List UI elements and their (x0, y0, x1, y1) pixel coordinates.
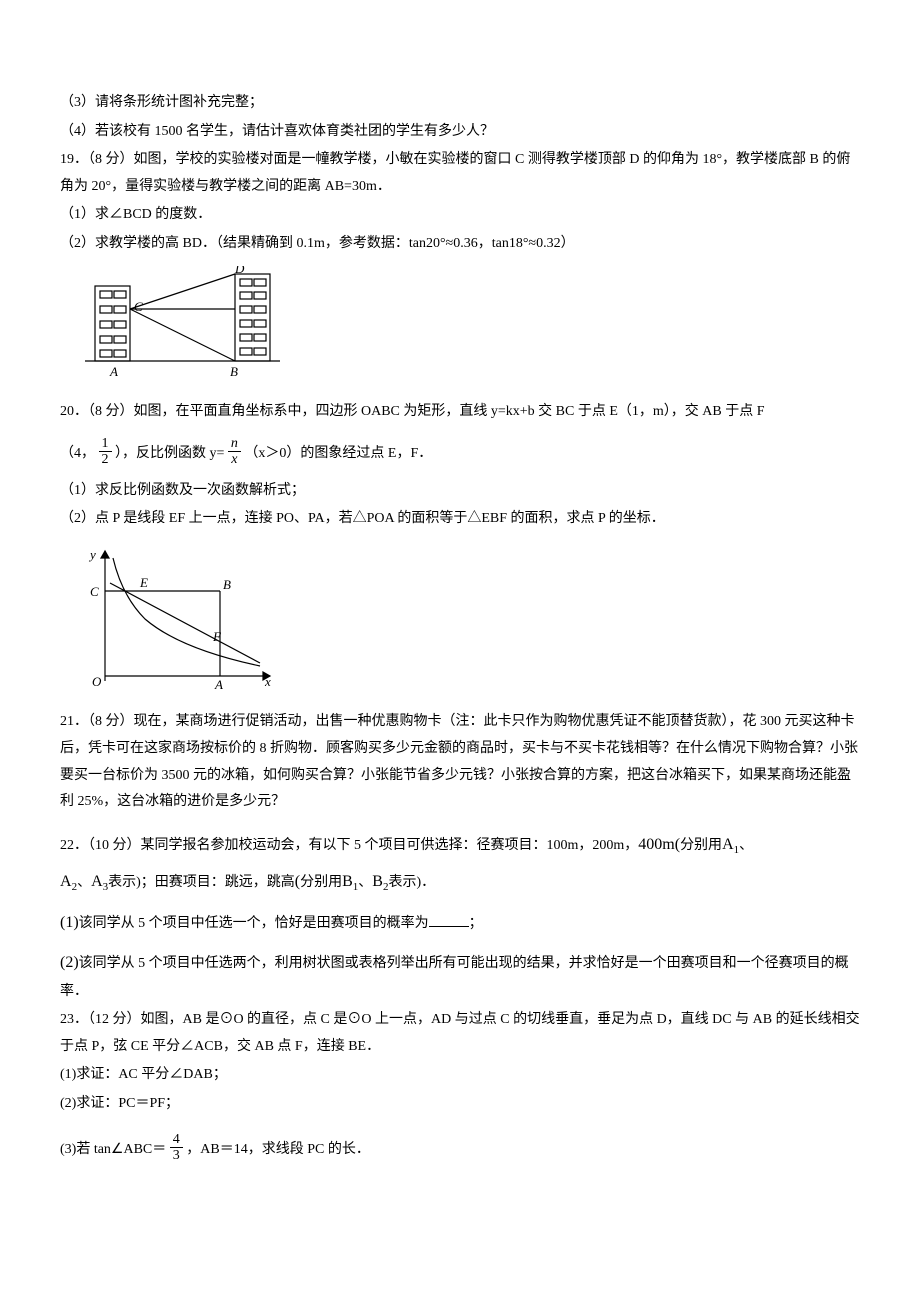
q18-part4: （4）若该校有 1500 名学生，请估计喜欢体育类社团的学生有多少人？ (60, 119, 860, 146)
q20-label-e: E (139, 575, 148, 590)
q20-intro-b: （4， 1 2 ），反比例函数 y= n x （x＞0）的图象经过点 E，F． (60, 438, 860, 470)
q19-part1: （1）求∠BCD 的度数． (60, 202, 860, 229)
q19-label-b: B (230, 364, 238, 379)
q20-label-c: C (90, 584, 99, 599)
q19-intro: 19．（8 分）如图，学校的实验楼对面是一幢教学楼，小敏在实验楼的窗口 C 测得… (60, 147, 860, 200)
q21-text: 21．（8 分）现在，某商场进行促销活动，出售一种优惠购物卡（注：此卡只作为购物… (60, 709, 860, 815)
q23-intro: 23．（12 分）如图，AB 是⊙O 的直径，点 C 是⊙O 上一点，AD 与过… (60, 1007, 860, 1060)
q20-part2: （2）点 P 是线段 EF 上一点，连接 PO、PA，若△POA 的面积等于△E… (60, 506, 860, 533)
q20-label-x: x (264, 674, 271, 689)
q20-intro-b2: ），反比例函数 y= (115, 446, 224, 461)
q20-label-f: F (212, 629, 222, 644)
q19-label-a: A (109, 364, 118, 379)
q20-part1: （1）求反比例函数及一次函数解析式； (60, 478, 860, 505)
q20-intro-b1: （4， (60, 446, 95, 461)
q20-label-b: B (223, 577, 231, 592)
q23-part3: (3)若 tan∠ABC＝ 4 3 ，AB＝14，求线段 PC 的长． (60, 1134, 860, 1166)
q20-frac-nx: n x (228, 436, 241, 468)
q20-frac-half: 1 2 (99, 436, 112, 468)
q20-intro-a: 20．（8 分）如图，在平面直角坐标系中，四边形 OABC 为矩形，直线 y=k… (60, 399, 860, 426)
q23-part2: (2)求证：PC＝PF； (60, 1091, 860, 1118)
q19-part2: （2）求教学楼的高 BD．（结果精确到 0.1m，参考数据：tan20°≈0.3… (60, 231, 860, 258)
q23-frac: 4 3 (170, 1132, 183, 1164)
q20-label-y: y (88, 547, 96, 562)
q18-part3: （3）请将条形统计图补充完整； (60, 90, 860, 117)
q22-intro: 22．（10 分）某同学报名参加校运动会，有以下 5 个项目可供选择：径赛项目：… (60, 830, 860, 861)
q19-label-c: C (134, 299, 143, 314)
q19-label-d: D (234, 266, 245, 276)
q22-part2: (2)该同学从 5 个项目中任选两个，利用树状图或表格列举出所有可能出现的结果，… (60, 948, 860, 1005)
q20-label-o: O (92, 674, 102, 689)
q20-label-a: A (214, 677, 223, 691)
q22-intro-2: A2、A3表示)；田赛项目：跳远，跳高(分别用B1、B2表示)． (60, 867, 860, 898)
q22-part1: (1)该同学从 5 个项目中任选一个，恰好是田赛项目的概率为； (60, 908, 860, 938)
q19-diagram: A B C D (80, 266, 860, 392)
q20-intro-b3: （x＞0）的图象经过点 E，F． (244, 446, 432, 461)
q23-part1: (1)求证：AC 平分∠DAB； (60, 1062, 860, 1089)
q20-diagram: O A B C E F x y (80, 541, 860, 702)
fill-blank (429, 913, 469, 927)
